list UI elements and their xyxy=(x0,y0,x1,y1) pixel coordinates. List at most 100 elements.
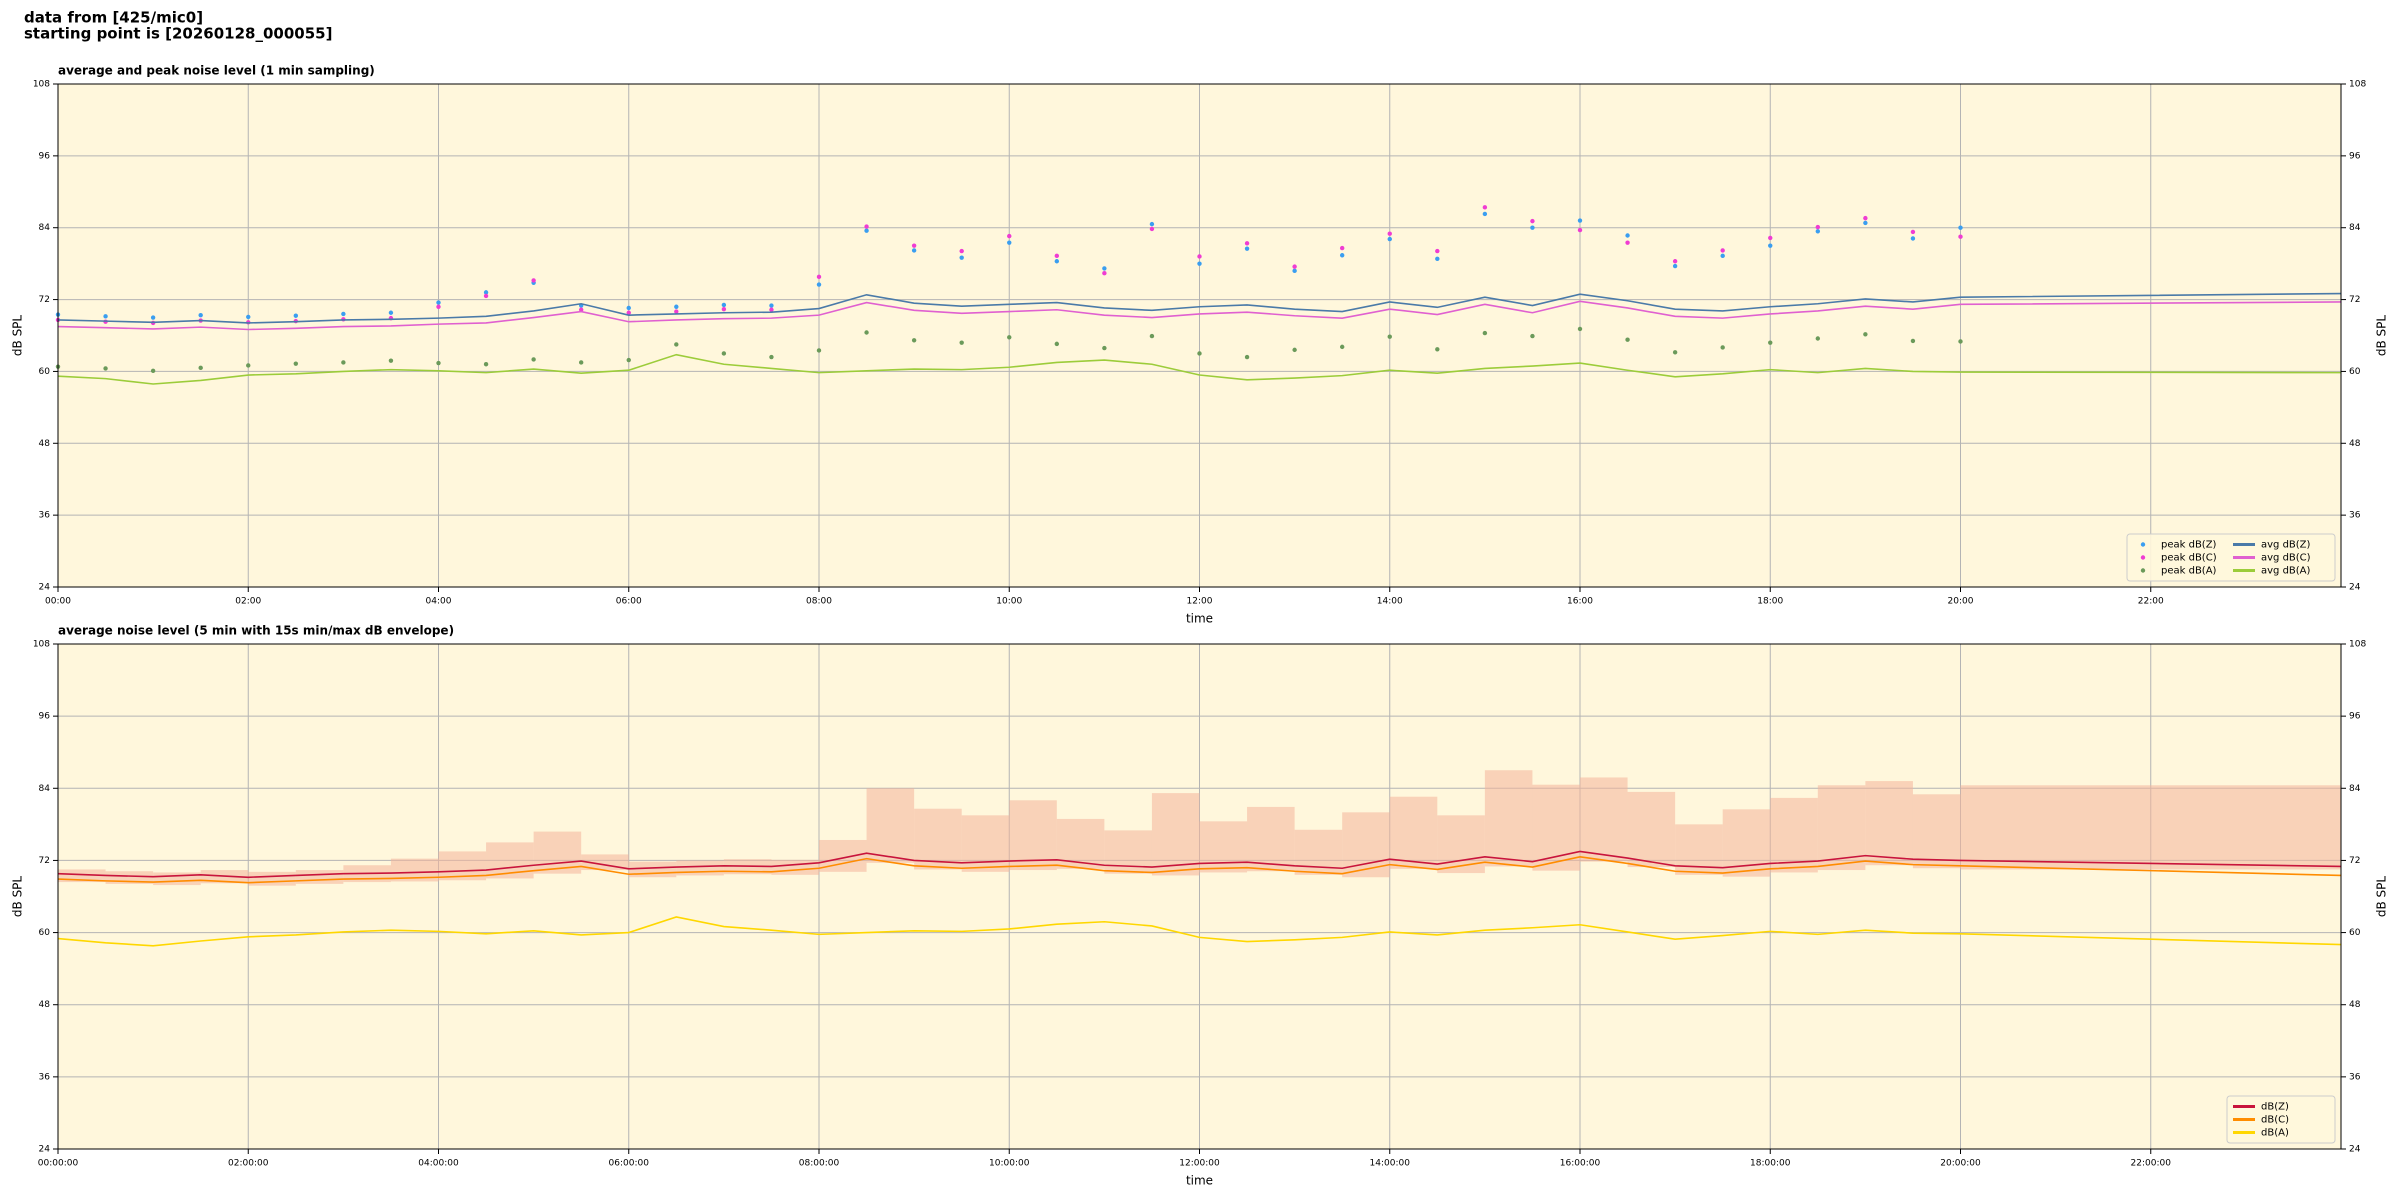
envelope xyxy=(390,858,439,882)
envelope xyxy=(248,871,296,886)
peak-point xyxy=(959,248,964,254)
plot-frame xyxy=(57,643,2342,1150)
peak-point xyxy=(578,307,584,312)
peak-point xyxy=(1672,263,1678,269)
peak-point xyxy=(1482,211,1488,217)
peak-point xyxy=(721,306,727,312)
series-line xyxy=(57,353,2342,385)
peak-point xyxy=(1768,243,1773,248)
peak-point xyxy=(1007,335,1012,340)
x-tick-label: 04:00:00 xyxy=(418,1159,459,1169)
peak-point xyxy=(1768,235,1773,241)
peak-point xyxy=(959,340,964,345)
y-tick-label: 96 xyxy=(2349,151,2361,161)
peak-point xyxy=(1007,233,1012,239)
y-tick-label: 72 xyxy=(39,856,50,866)
envelope xyxy=(1199,821,1248,873)
peak-point xyxy=(388,358,394,363)
legend-marker xyxy=(2140,568,2146,573)
peak-point xyxy=(483,293,489,299)
peak-point xyxy=(1339,245,1345,251)
envelope xyxy=(914,808,962,870)
envelope xyxy=(1817,785,1866,871)
y-tick-label: 24 xyxy=(39,583,51,593)
y-tick-label: 48 xyxy=(2349,439,2361,449)
peak-point xyxy=(341,360,346,365)
legend-label: peak dB(Z) xyxy=(2161,540,2217,551)
peak-point xyxy=(436,360,441,366)
peak-point xyxy=(1910,236,1916,241)
x-tick-label: 10:00 xyxy=(996,597,1022,607)
peak-point xyxy=(1863,220,1868,226)
peak-point xyxy=(150,368,156,374)
series-line xyxy=(57,916,2342,947)
envelope xyxy=(1009,800,1057,871)
y-tick-label: 48 xyxy=(2349,1000,2361,1010)
peak-point xyxy=(1672,350,1678,355)
peak-point xyxy=(911,243,917,248)
x-tick-label: 12:00 xyxy=(1187,597,1213,607)
envelope xyxy=(1580,777,1628,862)
y-tick-label: 96 xyxy=(39,712,51,722)
envelope xyxy=(1770,797,1818,873)
peak-point xyxy=(1149,221,1155,227)
x-axis-label: time xyxy=(1186,1174,1213,1188)
y-tick-label: 108 xyxy=(33,640,50,650)
y-tick-label: 72 xyxy=(2349,295,2360,305)
peak-point xyxy=(769,354,774,360)
x-tick-label: 08:00:00 xyxy=(799,1159,840,1169)
legend-label: dB(A) xyxy=(2261,1128,2289,1139)
peak-point xyxy=(1244,246,1250,251)
y-tick-label: 48 xyxy=(39,1000,51,1010)
y-axis-label: dB SPL xyxy=(11,876,25,918)
peak-point xyxy=(1577,218,1583,223)
peak-point xyxy=(436,300,441,305)
peak-point xyxy=(626,305,631,311)
peak-point xyxy=(1149,333,1155,339)
peak-point xyxy=(864,228,869,233)
y-tick-label: 108 xyxy=(2349,80,2366,90)
x-tick-label: 20:00 xyxy=(1948,597,1974,607)
peak-point xyxy=(1958,234,1963,239)
peak-point xyxy=(816,348,822,353)
envelope xyxy=(1437,815,1485,874)
peak-point xyxy=(1530,225,1535,230)
x-tick-label: 22:00:00 xyxy=(2131,1159,2172,1169)
peak-point xyxy=(1958,339,1963,344)
peak-point xyxy=(674,309,679,314)
peak-point xyxy=(1482,205,1488,210)
peak-point xyxy=(1292,268,1297,274)
peak-point xyxy=(674,342,679,347)
peak-point xyxy=(1244,354,1250,360)
envelope xyxy=(1912,794,1961,869)
series-line xyxy=(57,850,2342,879)
plot-marks xyxy=(55,205,2342,385)
envelope xyxy=(1865,781,1913,866)
peak-point xyxy=(1910,338,1916,344)
envelope xyxy=(1151,793,1200,876)
legend-label: peak dB(A) xyxy=(2161,566,2217,577)
peak-point xyxy=(816,274,822,280)
peak-point xyxy=(1482,330,1488,336)
peak-point xyxy=(1054,341,1060,347)
peak-point xyxy=(1244,241,1250,246)
peak-point xyxy=(1720,248,1725,253)
peak-point xyxy=(1530,218,1535,224)
x-tick-label: 20:00:00 xyxy=(1940,1159,1981,1169)
y-tick-label: 60 xyxy=(2349,928,2361,938)
legend-label: avg dB(A) xyxy=(2261,566,2311,577)
y-tick-label: 36 xyxy=(39,511,51,521)
peak-point xyxy=(721,351,727,356)
peak-point xyxy=(911,248,917,253)
y-tick-label: 24 xyxy=(2349,1145,2361,1155)
peak-point xyxy=(1863,332,1868,337)
peak-point xyxy=(1720,253,1725,259)
envelope xyxy=(628,861,677,878)
peak-point xyxy=(1720,345,1725,350)
peak-point xyxy=(1435,347,1440,352)
peak-point xyxy=(1625,337,1630,342)
x-tick-label: 18:00:00 xyxy=(1750,1159,1791,1169)
header-line: starting point is [20260128_000055] xyxy=(24,25,332,43)
legend-label: avg dB(C) xyxy=(2261,553,2311,564)
x-tick-label: 08:00 xyxy=(806,597,832,607)
